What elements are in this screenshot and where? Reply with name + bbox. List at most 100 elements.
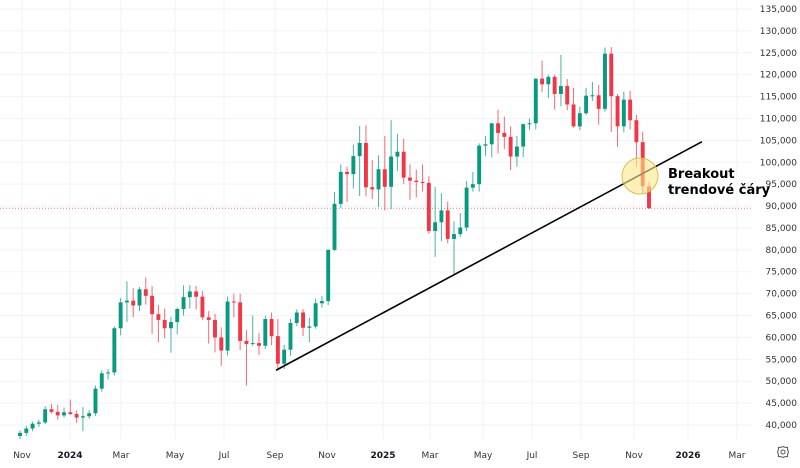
candle: [213, 319, 217, 338]
grid-lines: [0, 0, 752, 440]
candle: [187, 291, 192, 298]
price-tick-label: 130,000: [760, 27, 797, 37]
candle: [55, 411, 60, 416]
time-tick-label: 2025: [370, 451, 395, 461]
candle: [162, 319, 167, 329]
candle: [414, 180, 419, 182]
candle: [496, 123, 500, 133]
price-axis[interactable]: 135,000 130,000 125,000 120,000 115,000 110,0…: [760, 5, 797, 431]
candle: [401, 151, 406, 178]
candle: [382, 169, 387, 187]
candle: [80, 416, 85, 418]
price-tick-label: 45,000: [766, 399, 798, 409]
price-tick-label: 85,000: [766, 224, 798, 234]
candle: [609, 53, 614, 97]
candles: [18, 47, 651, 440]
chart-settings-button[interactable]: [776, 445, 790, 459]
candle: [206, 317, 211, 320]
candle: [124, 300, 129, 303]
candle: [621, 99, 626, 127]
price-tick-label: 55,000: [766, 355, 798, 365]
candle: [502, 132, 507, 137]
candle: [74, 414, 79, 418]
candle: [219, 337, 224, 351]
candle: [301, 312, 305, 328]
candle: [250, 343, 255, 345]
candle: [452, 234, 456, 239]
candle: [470, 184, 475, 188]
breakout-label: trendové čáry: [668, 183, 771, 198]
breakout-label: Breakout: [668, 167, 735, 182]
time-tick-label: 2024: [57, 451, 82, 461]
candle: [263, 319, 268, 346]
candle: [18, 432, 22, 436]
candle: [458, 227, 463, 235]
candle: [634, 120, 639, 143]
candle: [533, 78, 538, 124]
candle: [30, 423, 35, 429]
time-axis[interactable]: Nov 2024 Mar May Jul Sep Nov 2025 Mar May Jul Sep No…: [13, 451, 746, 461]
time-tick-label: Nov: [13, 451, 31, 461]
candle: [24, 428, 29, 433]
candle: [540, 78, 545, 85]
candle: [150, 295, 155, 315]
candle: [483, 144, 488, 146]
candle: [338, 171, 343, 204]
time-tick-label: Jul: [526, 451, 538, 461]
candle: [464, 187, 469, 228]
candle: [143, 289, 148, 296]
candle: [558, 86, 563, 94]
price-tick-label: 135,000: [760, 5, 797, 15]
time-tick-label: 2026: [675, 451, 700, 461]
candle: [269, 319, 274, 337]
time-tick-label: Mar: [422, 451, 439, 461]
price-tick-label: 75,000: [766, 268, 798, 278]
candle: [99, 373, 104, 389]
candle: [68, 412, 73, 415]
candle: [257, 343, 261, 346]
price-tick-label: 100,000: [760, 158, 797, 168]
price-tick-label: 50,000: [766, 377, 798, 387]
candle: [426, 182, 431, 232]
candle: [319, 301, 324, 304]
candle: [351, 156, 356, 175]
price-tick-label: 80,000: [766, 246, 798, 256]
candle: [156, 314, 161, 320]
candle: [225, 301, 230, 351]
candle: [137, 289, 142, 306]
candle: [521, 124, 526, 147]
candle: [546, 76, 551, 85]
candle: [514, 146, 519, 157]
candle: [238, 302, 243, 341]
candle: [395, 151, 400, 157]
price-tick-label: 60,000: [766, 333, 798, 343]
candle: [118, 302, 123, 329]
candle: [231, 301, 236, 303]
candle: [603, 53, 607, 109]
candle: [584, 95, 589, 114]
candle: [169, 322, 173, 329]
price-tick-label: 95,000: [766, 180, 798, 190]
candle: [527, 123, 532, 125]
candle: [93, 388, 98, 414]
candle: [552, 76, 557, 94]
candle: [49, 409, 54, 412]
time-tick-label: Mar: [729, 451, 746, 461]
candle: [628, 99, 633, 121]
candle: [489, 123, 494, 145]
candle: [62, 412, 66, 416]
candle: [106, 372, 111, 374]
candle: [326, 249, 331, 302]
candle: [408, 177, 412, 181]
candle: [112, 328, 117, 373]
candle: [294, 312, 299, 323]
candle: [439, 210, 444, 223]
candle: [420, 181, 425, 183]
candle: [571, 104, 576, 127]
candle: [345, 171, 350, 175]
price-tick-label: 120,000: [760, 71, 797, 81]
candle: [590, 95, 595, 97]
candle: [370, 187, 375, 190]
